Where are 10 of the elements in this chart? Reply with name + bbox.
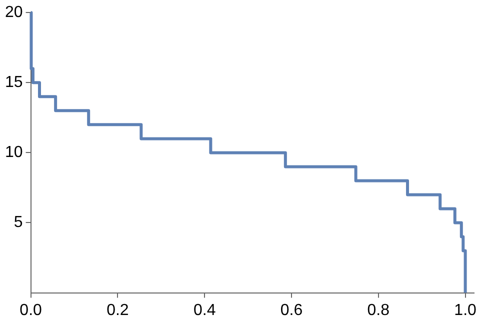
y-tick-label: 15 [5, 74, 23, 92]
y-tick-label: 5 [14, 214, 23, 232]
x-tick-label: 0.4 [193, 302, 216, 319]
x-tick-label: 1.0 [454, 302, 477, 319]
x-tick-label: 0.6 [280, 302, 303, 319]
y-tick-label: 10 [5, 144, 23, 162]
x-tick-label: 0.0 [20, 302, 42, 319]
y-tick-label: 20 [5, 4, 23, 22]
x-tick-label: 0.8 [367, 302, 390, 319]
x-tick-label: 0.2 [106, 302, 129, 319]
